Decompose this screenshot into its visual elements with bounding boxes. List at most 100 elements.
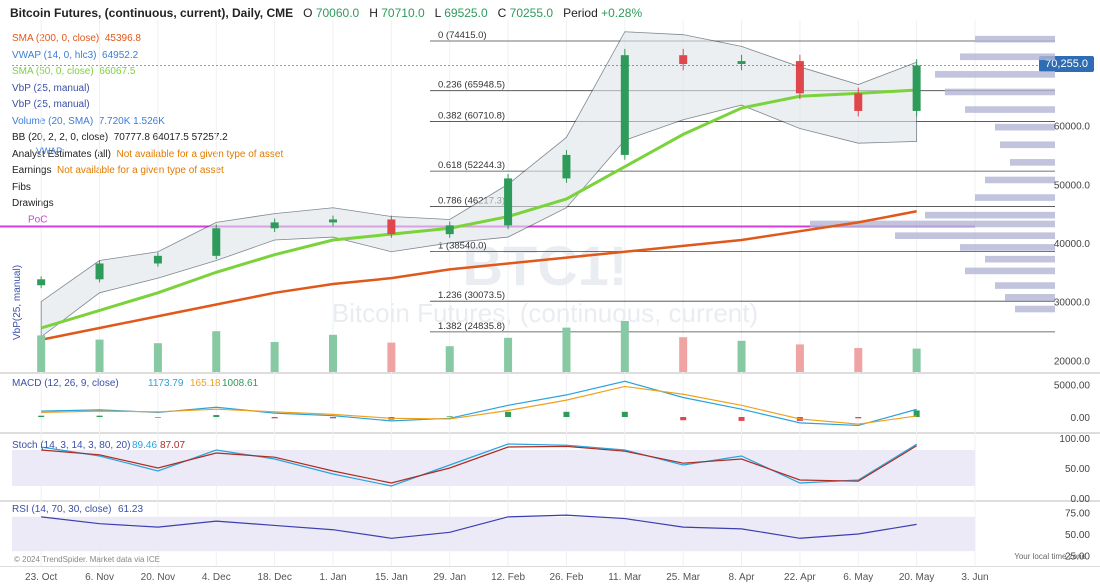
- price-axis-label: 60000.0: [1054, 122, 1091, 133]
- x-tick-label: 23. Oct: [25, 572, 57, 583]
- copyright-note: © 2024 TrendSpider. Market data via ICE: [14, 555, 160, 564]
- macd-histogram-bar: [621, 411, 628, 417]
- x-tick-label: 20. May: [899, 572, 935, 583]
- x-tick-label: 15. Jan: [375, 572, 408, 583]
- indicator-legend-item[interactable]: Volume (20, SMA) 7.720K 1.526K: [12, 116, 165, 127]
- indicator-value: 70777.8 64017.5 57257.2: [108, 132, 228, 143]
- volume-bar: [504, 337, 513, 372]
- vbp-bar: [1000, 141, 1055, 149]
- period-label: Period: [563, 6, 598, 20]
- indicator-legend-item[interactable]: Drawings: [12, 198, 54, 209]
- indicator-legend-item[interactable]: VbP (25, manual): [12, 83, 90, 94]
- panel-separator: [0, 566, 1100, 567]
- vbp-side-label: VbP(25, manual): [12, 265, 23, 340]
- vbp-bar: [985, 255, 1055, 263]
- stoch-axis-label: 50.00: [1065, 464, 1090, 475]
- high-label: H: [369, 6, 378, 20]
- vbp-bar: [965, 106, 1055, 113]
- candle-body: [37, 279, 46, 286]
- macd-histogram-bar: [271, 417, 278, 419]
- open-value: 70060.0: [315, 6, 360, 20]
- low-label: L: [434, 6, 441, 20]
- volume-bar: [37, 335, 46, 372]
- x-tick-label: 6. Nov: [85, 572, 114, 583]
- rsi-legend-value: 61.23: [118, 504, 143, 515]
- indicator-value: Not available for a given type of asset: [110, 148, 284, 160]
- candle-body: [562, 154, 571, 179]
- vbp-bar: [945, 88, 1055, 96]
- vbp-bar: [1015, 305, 1055, 313]
- macd-histogram-bar: [738, 417, 745, 421]
- volume-bar: [912, 348, 921, 372]
- vbp-bar: [895, 232, 1055, 239]
- stoch-d-line: [41, 445, 917, 484]
- x-tick-label: 6. May: [843, 572, 873, 583]
- indicator-legend-item[interactable]: SMA (200, 0, close) 45396.8: [12, 33, 141, 44]
- fib-level-label: 0.618 (52244.3): [438, 160, 505, 171]
- x-tick-label: 20. Nov: [141, 572, 175, 583]
- stoch-legend-value: 87.07: [160, 440, 185, 451]
- volume-bar: [329, 334, 337, 372]
- indicator-legend-item[interactable]: Fibs: [12, 182, 31, 193]
- macd-histogram-bar: [446, 416, 453, 417]
- vbp-bar: [925, 211, 1055, 219]
- price-axis-label: 20000.0: [1054, 356, 1091, 367]
- indicator-value: Not available for a given type of asset: [51, 165, 224, 176]
- indicator-value: 66067.5: [93, 66, 136, 77]
- x-tick-label: 22. Apr: [784, 572, 816, 583]
- candle-body: [795, 61, 804, 94]
- open-label: O: [303, 6, 313, 20]
- bollinger-band: [40, 31, 918, 338]
- vbp-bar: [810, 220, 1055, 228]
- candle-body: [387, 219, 396, 235]
- indicator-legend-item[interactable]: Earnings Not available for a given type …: [12, 165, 224, 176]
- vbp-bar: [995, 282, 1055, 289]
- chart-title: Bitcoin Futures, (continuous, current), …: [10, 6, 294, 20]
- indicator-label: VbP (25, manual): [12, 82, 90, 94]
- rsi-band: [12, 516, 975, 552]
- x-tick-label: 18. Dec: [257, 572, 291, 583]
- indicator-legend-item[interactable]: BB (20, 2, 2, 0, close) 70777.8 64017.5 …: [12, 132, 228, 143]
- indicator-legend-item[interactable]: VWAP (14, 0, hlc3) 64952.2: [12, 50, 138, 61]
- rsi-axis-label: 25.00: [1065, 551, 1090, 562]
- candle-body: [504, 178, 513, 226]
- low-value: 69525.0: [444, 6, 488, 20]
- stoch-axis-label: 100.00: [1059, 434, 1090, 445]
- sma50-line: [40, 88, 917, 330]
- candle-body: [153, 255, 162, 264]
- macd-legend-value: 1008.61: [222, 378, 259, 389]
- timezone-note: Your local time zone: [1014, 552, 1086, 561]
- indicator-legend-item[interactable]: SMA (50, 0, close) 66067.5: [12, 66, 135, 77]
- x-tick-label: 29. Jan: [433, 572, 466, 583]
- macd-legend-label: MACD (12, 26, 9, close): [12, 378, 119, 389]
- x-tick-label: 11. Mar: [608, 572, 642, 583]
- indicator-legend-item[interactable]: VbP (25, manual): [12, 99, 90, 110]
- stoch-axis-label: 0.00: [1071, 494, 1091, 505]
- panel-separator: [0, 372, 1100, 374]
- x-tick-label: 12. Feb: [491, 572, 525, 583]
- x-tick-label: 4. Dec: [202, 572, 231, 583]
- fib-level-label: 1 (38540.0): [438, 240, 487, 251]
- volume-bar: [95, 339, 104, 372]
- poc-label: PoC: [28, 215, 47, 226]
- volume-bar: [854, 348, 863, 372]
- indicator-label: BB (20, 2, 2, 0, close): [12, 132, 109, 143]
- volume-bar: [795, 344, 804, 372]
- fib-level-label: 1.382 (24835.8): [438, 321, 505, 332]
- macd-histogram-bar: [680, 417, 687, 421]
- macd-histogram-bar: [913, 410, 920, 417]
- volume-bar: [737, 340, 746, 372]
- stoch-legend-label: Stoch (14, 3, 14, 3, 80, 20): [12, 440, 130, 451]
- vbp-bar: [965, 267, 1055, 275]
- panel-separator: [0, 432, 1100, 434]
- rsi-axis-label: 75.00: [1065, 509, 1090, 520]
- vbp-bar: [960, 53, 1055, 61]
- sma200-line: [40, 210, 917, 341]
- vbp-bar: [975, 194, 1055, 201]
- panel-separator: [0, 500, 1100, 502]
- candle-body: [212, 228, 221, 256]
- indicator-legend-item[interactable]: Analyst Estimates (all) Not available fo…: [12, 149, 283, 160]
- volume-bar: [153, 343, 162, 372]
- macd-histogram-bar: [213, 415, 220, 417]
